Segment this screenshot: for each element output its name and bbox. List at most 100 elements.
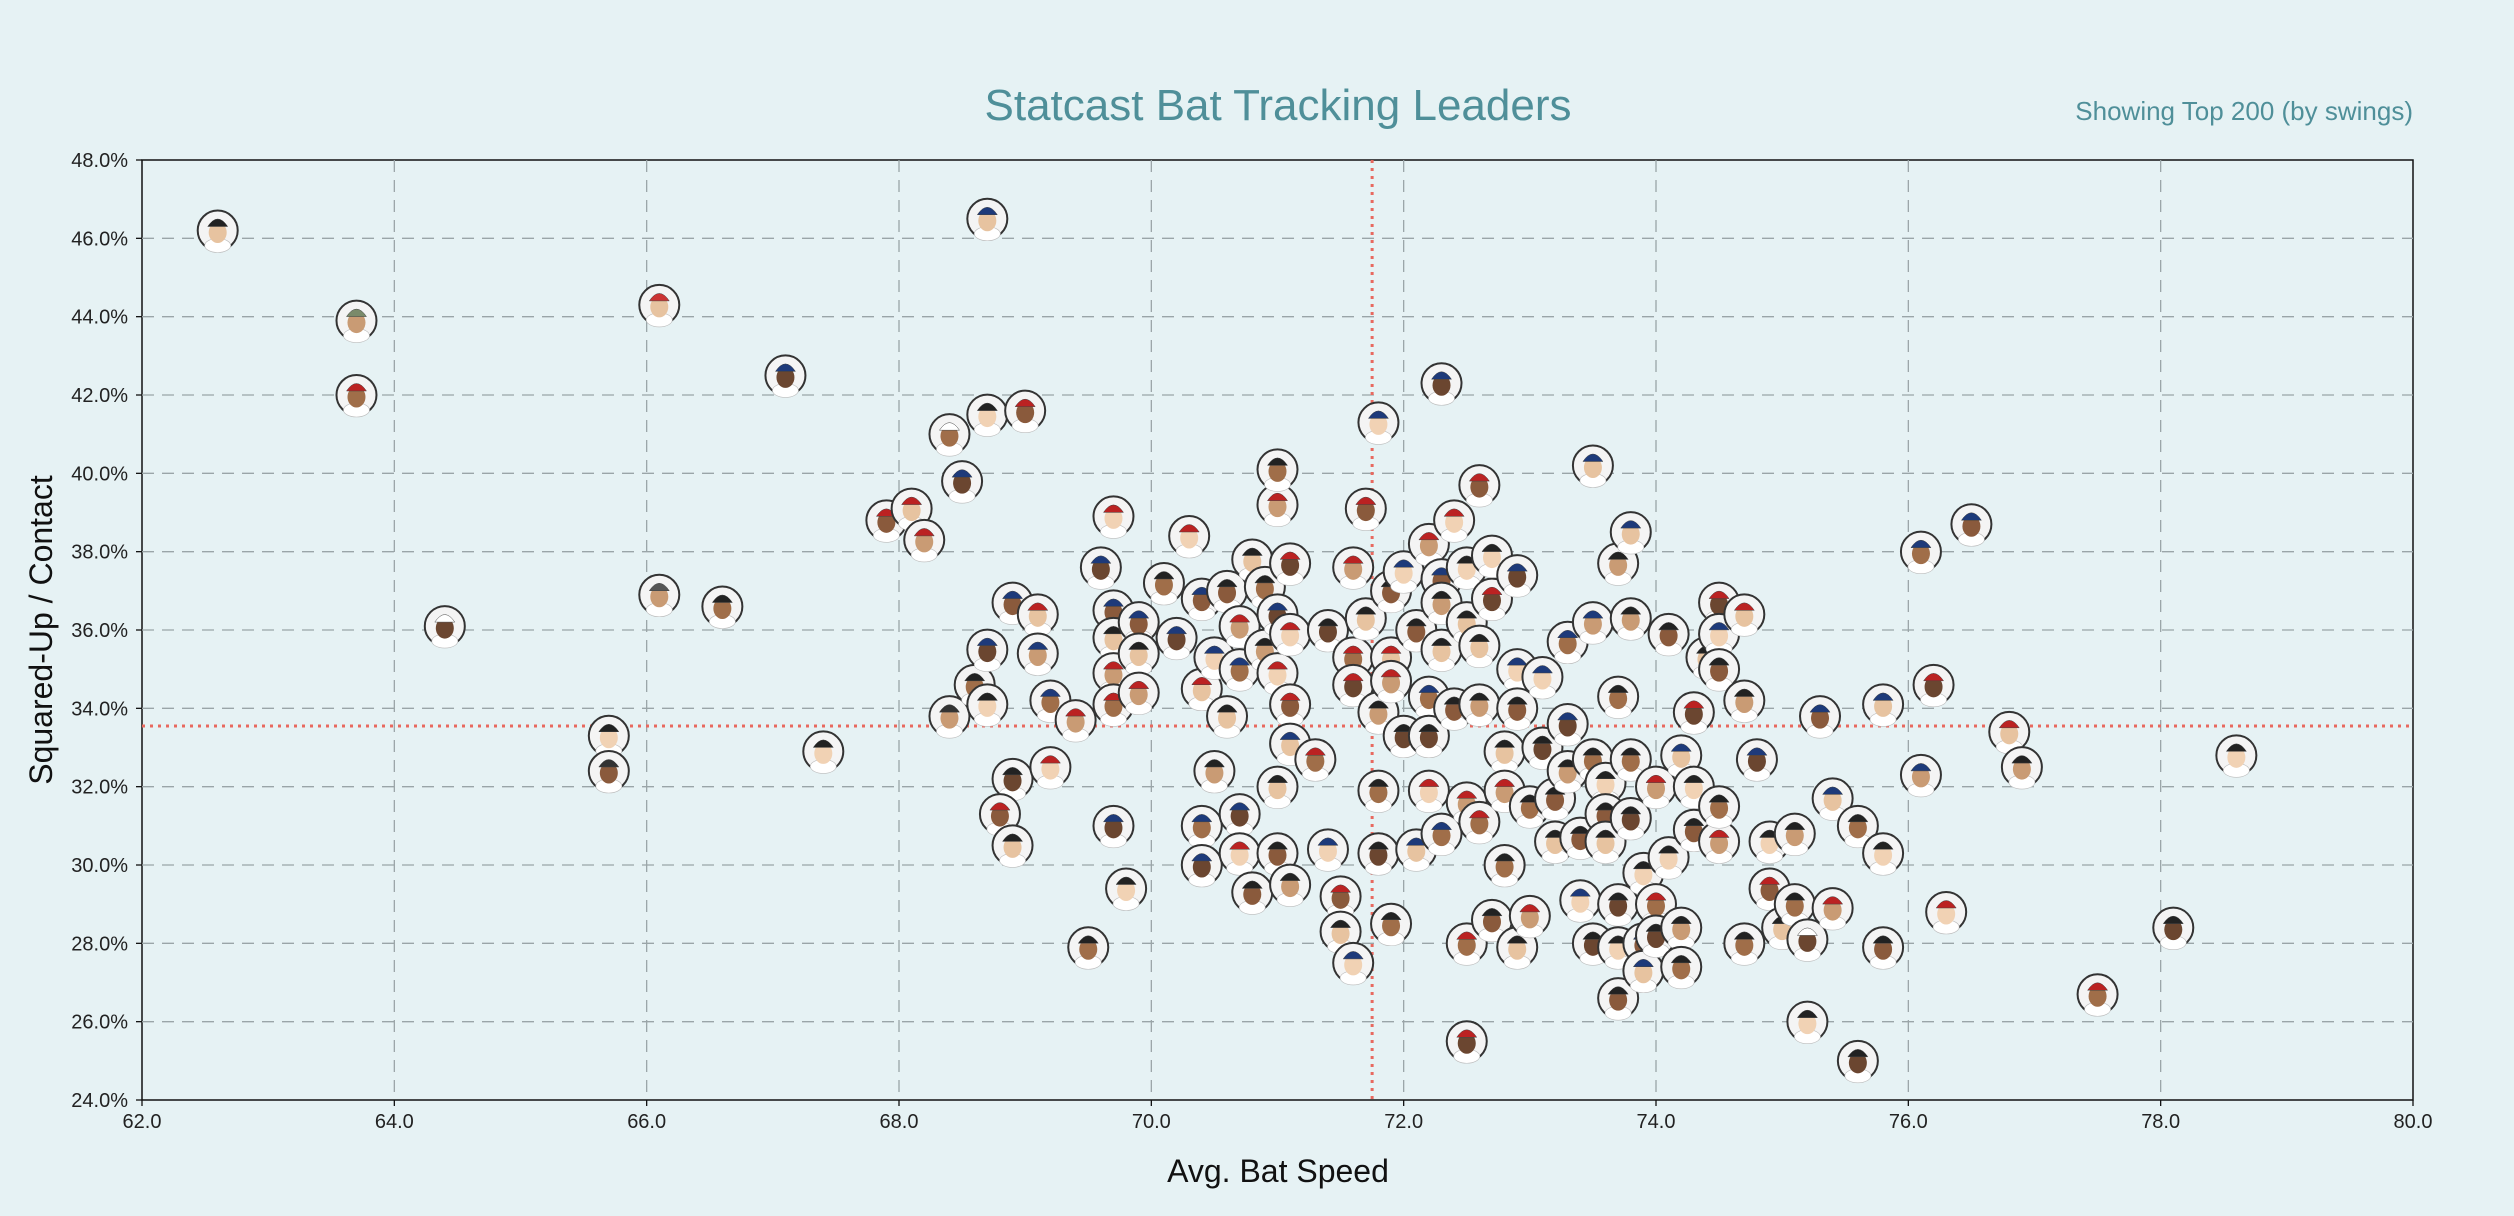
player-point[interactable]	[1344, 487, 1387, 531]
player-point[interactable]	[941, 460, 984, 504]
player-point[interactable]	[1660, 734, 1703, 778]
player-point[interactable]	[1004, 389, 1047, 433]
player-point[interactable]	[1773, 883, 1816, 927]
player-point[interactable]	[1571, 444, 1614, 488]
player-point[interactable]	[966, 197, 1009, 242]
player-point[interactable]	[1496, 687, 1539, 731]
player-point[interactable]	[1672, 691, 1715, 735]
player-point[interactable]	[1155, 616, 1198, 661]
player-point[interactable]	[2152, 906, 2195, 950]
player-point[interactable]	[1735, 738, 1778, 782]
player-point[interactable]	[1180, 844, 1223, 888]
player-point[interactable]	[1622, 949, 1665, 994]
player-point[interactable]	[1597, 675, 1640, 719]
player-point[interactable]	[1370, 659, 1413, 704]
player-point[interactable]	[1117, 671, 1160, 715]
player-point[interactable]	[1698, 820, 1741, 864]
player-point[interactable]	[1407, 769, 1450, 813]
player-point[interactable]	[1458, 464, 1501, 508]
player-point[interactable]	[1534, 777, 1577, 821]
player-point[interactable]	[1647, 836, 1690, 880]
player-point[interactable]	[423, 605, 466, 649]
player-point[interactable]	[966, 628, 1009, 672]
player-point[interactable]	[335, 299, 378, 343]
player-point[interactable]	[1496, 554, 1539, 598]
player-point[interactable]	[1407, 714, 1450, 759]
player-point[interactable]	[1332, 663, 1375, 708]
player-point[interactable]	[638, 283, 681, 328]
player-point[interactable]	[1723, 679, 1766, 723]
player-point[interactable]	[1811, 887, 1854, 931]
player-point[interactable]	[701, 585, 744, 629]
player-point[interactable]	[2076, 973, 2119, 1017]
player-point[interactable]	[1016, 593, 1059, 637]
player-point[interactable]	[1269, 863, 1312, 907]
player-point[interactable]	[1458, 800, 1501, 845]
player-point[interactable]	[1458, 624, 1501, 668]
player-point[interactable]	[1496, 648, 1539, 692]
player-point[interactable]	[1862, 926, 1905, 970]
player-point[interactable]	[1168, 515, 1211, 559]
player-point[interactable]	[1546, 703, 1589, 747]
player-point[interactable]	[1660, 906, 1703, 950]
player-point[interactable]	[1470, 577, 1513, 621]
player-point[interactable]	[1067, 926, 1110, 970]
player-point[interactable]	[1092, 495, 1135, 539]
player-point[interactable]	[1925, 891, 1968, 935]
player-point[interactable]	[1483, 730, 1526, 774]
player-point[interactable]	[2000, 746, 2043, 790]
player-point[interactable]	[2215, 734, 2258, 778]
player-point[interactable]	[1433, 499, 1476, 543]
player-point[interactable]	[802, 730, 845, 774]
player-point[interactable]	[1458, 683, 1501, 727]
player-point[interactable]	[1193, 750, 1236, 794]
player-point[interactable]	[196, 209, 239, 253]
player-point[interactable]	[928, 695, 971, 739]
player-point[interactable]	[1332, 941, 1375, 986]
player-point[interactable]	[638, 573, 681, 618]
player-point[interactable]	[903, 518, 946, 563]
player-point[interactable]	[1256, 765, 1299, 809]
player-point[interactable]	[1723, 593, 1766, 637]
player-point[interactable]	[1773, 812, 1816, 856]
player-point[interactable]	[1862, 832, 1905, 876]
player-point[interactable]	[1508, 894, 1551, 939]
player-point[interactable]	[1357, 769, 1400, 813]
player-point[interactable]	[1811, 777, 1854, 821]
player-point[interactable]	[1269, 542, 1312, 586]
player-point[interactable]	[1786, 918, 1829, 962]
player-point[interactable]	[1899, 753, 1942, 798]
player-point[interactable]	[1218, 832, 1261, 876]
player-point[interactable]	[1079, 546, 1122, 590]
player-point[interactable]	[966, 683, 1009, 727]
player-point[interactable]	[1799, 695, 1842, 739]
player-point[interactable]	[1420, 628, 1463, 672]
player-point[interactable]	[1609, 797, 1652, 841]
player-point[interactable]	[1899, 530, 1942, 574]
player-point[interactable]	[1698, 648, 1741, 692]
player-point[interactable]	[1294, 738, 1337, 782]
player-point[interactable]	[1117, 632, 1160, 676]
player-point[interactable]	[764, 354, 807, 398]
player-point[interactable]	[1950, 503, 1993, 547]
player-point[interactable]	[335, 374, 378, 418]
player-point[interactable]	[1609, 511, 1652, 555]
player-point[interactable]	[1483, 844, 1526, 888]
player-point[interactable]	[1786, 1000, 1829, 1044]
player-point[interactable]	[1142, 562, 1185, 606]
player-point[interactable]	[1054, 699, 1097, 743]
player-point[interactable]	[1836, 1039, 1879, 1084]
player-point[interactable]	[1660, 945, 1703, 990]
player-point[interactable]	[1445, 1020, 1488, 1064]
player-point[interactable]	[1269, 683, 1312, 727]
player-point[interactable]	[1571, 601, 1614, 645]
player-point[interactable]	[1698, 785, 1741, 829]
player-point[interactable]	[928, 413, 971, 457]
player-point[interactable]	[1912, 663, 1955, 708]
player-point[interactable]	[1635, 765, 1677, 809]
player-point[interactable]	[1016, 632, 1059, 676]
player-point[interactable]	[1370, 902, 1413, 947]
player-point[interactable]	[1357, 832, 1400, 876]
player-point[interactable]	[1256, 448, 1299, 492]
player-point[interactable]	[1344, 597, 1387, 641]
